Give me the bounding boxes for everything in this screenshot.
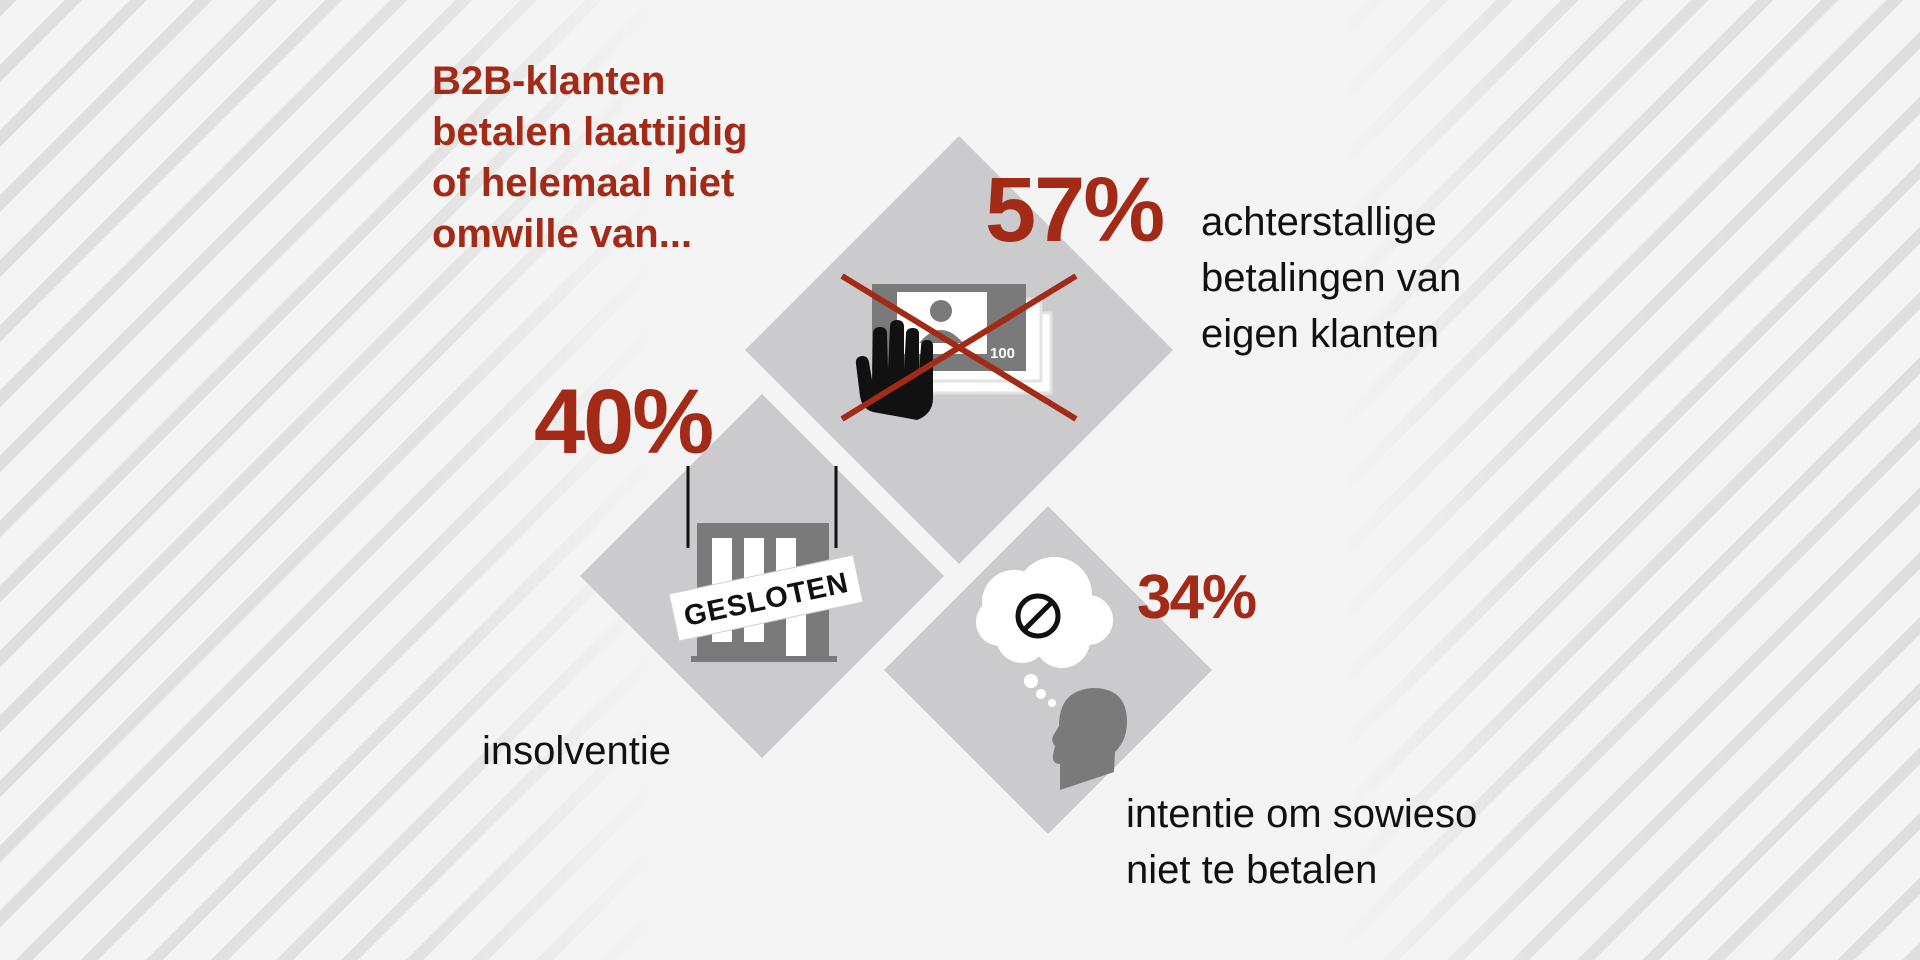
headline-line: of helemaal niet: [432, 161, 735, 205]
stat-label-line: achterstallige: [1201, 200, 1437, 244]
diamond-34: [884, 506, 1212, 834]
stat-label-line: insolventie: [482, 729, 672, 773]
stat-label-line: betalingen van: [1201, 256, 1462, 300]
blocked-payment-icon: 100: [840, 273, 1078, 422]
headline-line: omwille van...: [432, 212, 693, 256]
stat-label-line: niet te betalen: [1126, 848, 1378, 892]
stat-label-34: intentie om sowieso niet te betalen: [1126, 786, 1477, 898]
stat-label-line: intentie om sowieso: [1126, 792, 1478, 836]
stat-label-line: eigen klanten: [1201, 312, 1439, 356]
stat-label-57: achterstallige betalingen van eigen klan…: [1201, 194, 1461, 362]
closed-building-icon: GESLOTEN: [668, 466, 864, 662]
thinking-head-icon: [976, 557, 1127, 790]
forbidden-icon: [1015, 593, 1061, 639]
headline-line: betalen laattijdig: [432, 110, 748, 154]
stat-percent-34: 34%: [1137, 563, 1257, 632]
svg-text:100: 100: [990, 345, 1015, 362]
stat-percent-57: 57%: [985, 159, 1165, 261]
headline: B2B-klanten betalen laattijdig of helema…: [432, 56, 852, 260]
stat-label-40: insolventie: [482, 723, 671, 779]
headline-line: B2B-klanten: [432, 59, 666, 103]
stat-percent-40: 40%: [534, 371, 714, 473]
